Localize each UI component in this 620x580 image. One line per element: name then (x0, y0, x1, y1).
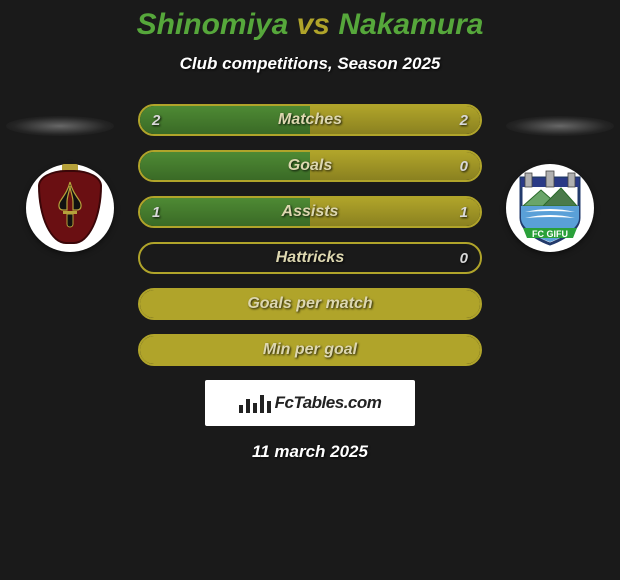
stat-label: Min per goal (140, 341, 480, 359)
date-label: 11 march 2025 (0, 442, 620, 462)
brand-box: FcTables.com (205, 380, 415, 426)
fleur-icon (53, 180, 87, 230)
stat-row: Hattricks0 (138, 242, 482, 274)
subtitle: Club competitions, Season 2025 (0, 54, 620, 74)
page-title: Shinomiya vs Nakamura (0, 8, 620, 42)
stat-left-value: 2 (152, 112, 160, 129)
stat-right-value: 2 (460, 112, 468, 129)
stat-right-value: 1 (460, 204, 468, 221)
stat-row: Goals0 (138, 150, 482, 182)
team2-badge: FC GIFU (506, 164, 594, 252)
stat-label: Assists (140, 203, 480, 221)
team1-crest (38, 170, 102, 246)
stat-row: Matches2 2 (138, 104, 482, 136)
fc-gifu-crest-icon: FC GIFU (515, 170, 585, 246)
stat-row: Min per goal (138, 334, 482, 366)
stat-left-value: 1 (152, 204, 160, 221)
stat-label: Matches (140, 111, 480, 129)
stat-label: Goals (140, 157, 480, 175)
brand-text: FcTables.com (275, 393, 382, 413)
shadow-right (506, 116, 614, 136)
vs-label: vs (297, 8, 330, 41)
main-content: FC GIFU Matches22Goals0Assists11Hattrick… (0, 104, 620, 462)
stat-row: Goals per match (138, 288, 482, 320)
stat-right-value: 0 (460, 158, 468, 175)
shadow-left (6, 116, 114, 136)
player2-name: Nakamura (338, 8, 483, 41)
team2-crest: FC GIFU (515, 170, 585, 246)
crest-banner-text: FC GIFU (532, 229, 568, 239)
stat-right-value: 0 (460, 250, 468, 267)
stat-row: Assists1 1 (138, 196, 482, 228)
stat-label: Hattricks (140, 249, 480, 267)
infographic-root: Shinomiya vs Nakamura Club competitions,… (0, 0, 620, 462)
stat-label: Goals per match (140, 295, 480, 313)
player1-name: Shinomiya (137, 8, 289, 41)
brand-bars-icon (239, 393, 271, 413)
team1-badge (26, 164, 114, 252)
